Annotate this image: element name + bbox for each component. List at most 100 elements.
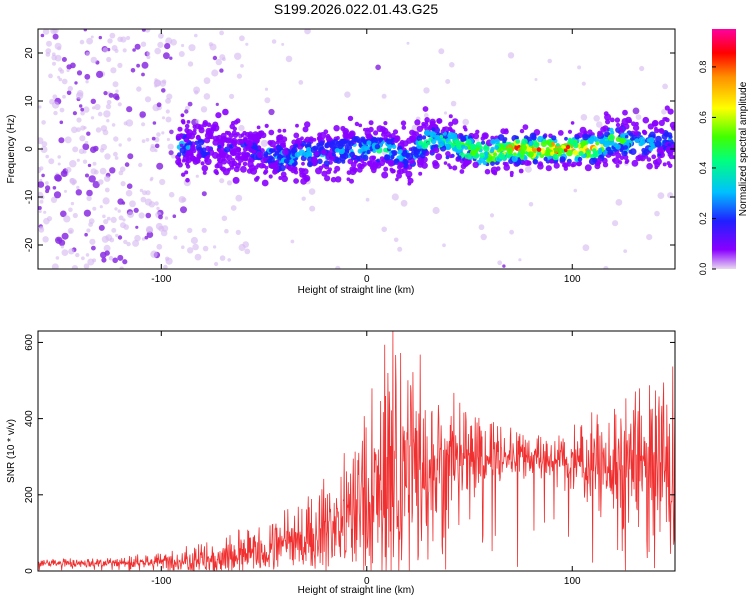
- noise-dot: [502, 264, 506, 268]
- ridge-dot: [264, 165, 269, 170]
- noise-dot: [236, 73, 242, 79]
- noise-dot: [45, 185, 51, 191]
- ridge-dot: [662, 162, 667, 167]
- ridge-dot: [435, 153, 443, 161]
- noise-dot: [104, 250, 110, 256]
- ridge-dot: [456, 143, 463, 150]
- ridge-dot: [563, 148, 568, 152]
- noise-dot: [103, 244, 111, 252]
- ridge-dot: [229, 165, 235, 170]
- noise-dot: [309, 205, 316, 212]
- noise-dot: [111, 123, 116, 127]
- noise-dot: [102, 47, 109, 53]
- noise-dot: [85, 173, 89, 178]
- ridge-dot: [609, 127, 614, 133]
- ridge-dot: [235, 118, 241, 124]
- ridge-dot: [578, 150, 584, 157]
- ridge-dot: [559, 156, 566, 163]
- ridge-dot: [419, 152, 426, 159]
- noise-dot: [139, 111, 146, 118]
- noise-dot: [102, 214, 106, 219]
- ridge-dot: [277, 128, 282, 133]
- ridge-dot: [217, 139, 222, 144]
- ridge-dot: [195, 144, 202, 151]
- ridge-dot: [278, 176, 283, 180]
- colorbar-tick-label: 0.8: [698, 61, 708, 74]
- noise-dot: [168, 191, 175, 198]
- ridge-dot: [448, 121, 454, 127]
- ridge-dot: [592, 157, 598, 163]
- spectrogram-data: [38, 29, 675, 269]
- ridge-dot: [523, 159, 531, 166]
- colorbar-tick-label: 0.4: [698, 162, 708, 175]
- ridge-dot: [176, 161, 181, 166]
- ridge-dot: [249, 167, 258, 175]
- noise-dot: [123, 239, 128, 245]
- noise-dot: [59, 107, 65, 113]
- noise-dot: [244, 248, 251, 255]
- noise-dot: [84, 232, 88, 237]
- noise-dot: [432, 206, 440, 215]
- noise-dot: [141, 237, 146, 241]
- ridge-dot: [268, 129, 275, 136]
- ridge-dot: [399, 139, 405, 145]
- ridge-dot: [472, 161, 479, 168]
- ridge-dot: [460, 136, 467, 142]
- noise-dot: [109, 32, 116, 39]
- ridge-dot: [402, 158, 409, 165]
- noise-dot: [38, 210, 42, 213]
- ridge-dot: [450, 132, 458, 140]
- noise-dot: [83, 29, 87, 32]
- ridge-dot: [395, 177, 399, 182]
- ridge-dot: [658, 119, 665, 127]
- noise-dot: [66, 90, 72, 96]
- ridge-dot: [503, 129, 509, 135]
- noise-dot: [45, 154, 49, 159]
- noise-dot: [264, 97, 271, 104]
- noise-dot: [365, 197, 370, 202]
- ridge-dot: [279, 164, 286, 172]
- noise-dot: [119, 266, 124, 269]
- ridge-dot: [555, 143, 560, 147]
- ridge-dot: [379, 156, 385, 162]
- ridge-dot: [343, 130, 349, 135]
- ridge-dot: [551, 141, 555, 146]
- ridge-dot: [520, 150, 526, 156]
- noise-dot: [92, 206, 97, 211]
- x-tick-label: 0: [364, 274, 370, 285]
- ridge-dot: [490, 146, 495, 152]
- noise-dot: [577, 65, 582, 70]
- ridge-dot: [268, 140, 277, 148]
- ridge-dot: [449, 154, 453, 159]
- noise-dot: [58, 67, 63, 72]
- ridge-dot: [373, 130, 379, 136]
- noise-dot: [524, 165, 532, 173]
- ridge-dot: [620, 132, 627, 140]
- ridge-dot: [414, 119, 421, 126]
- noise-dot: [227, 258, 231, 262]
- noise-dot: [156, 132, 161, 137]
- noise-dot: [64, 189, 67, 193]
- noise-dot: [134, 43, 141, 50]
- noise-dot: [117, 209, 121, 213]
- ridge-dot: [321, 164, 326, 168]
- noise-dot: [632, 107, 640, 115]
- ridge-dot: [304, 121, 311, 128]
- ridge-dot: [602, 150, 608, 156]
- noise-dot: [154, 143, 160, 149]
- ridge-dot: [651, 154, 657, 160]
- ridge-dot: [283, 158, 290, 164]
- x-tick-label: 0: [364, 576, 370, 587]
- ridge-dot: [366, 140, 372, 146]
- noise-dot: [104, 175, 111, 182]
- ridge-dot: [429, 131, 434, 136]
- ridge-dot: [520, 144, 527, 152]
- noise-dot: [635, 114, 642, 120]
- ridge-dot: [390, 154, 395, 160]
- ridge-dot: [317, 158, 323, 165]
- ridge-dot: [396, 169, 402, 174]
- ridge-dot: [421, 147, 428, 154]
- ridge-dot: [316, 142, 321, 147]
- ridge-dot: [239, 155, 245, 161]
- ridge-dot: [347, 115, 354, 122]
